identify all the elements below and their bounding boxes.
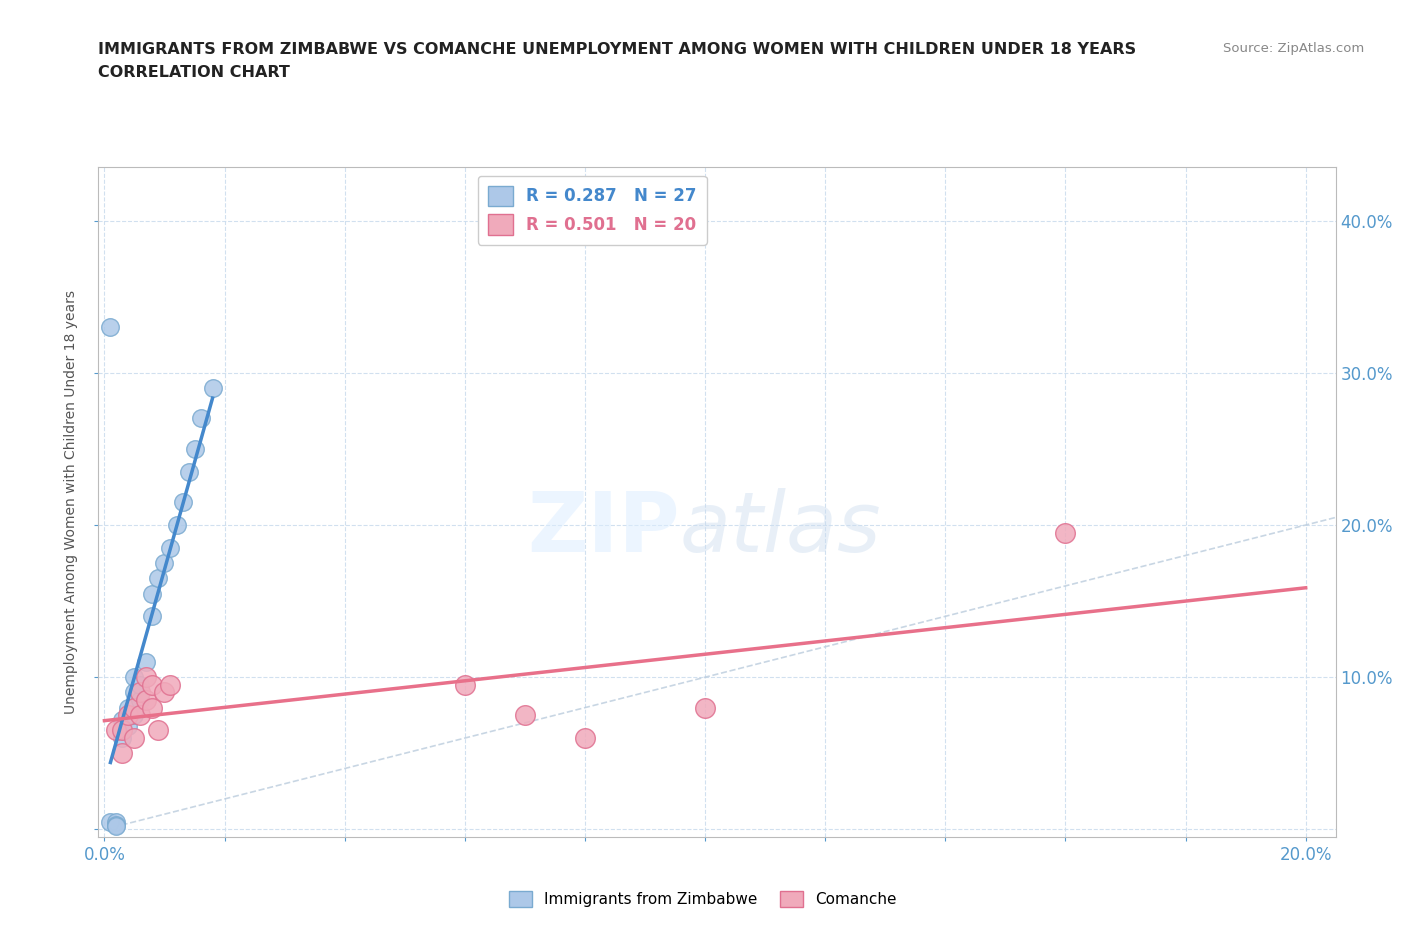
Point (148, 571, 170, 586)
Point (117, 708, 139, 723)
Text: IMMIGRANTS FROM ZIMBABWE VS COMANCHE UNEMPLOYMENT AMONG WOMEN WITH CHILDREN UNDE: IMMIGRANTS FROM ZIMBABWE VS COMANCHE UNE… (98, 42, 1136, 57)
Point (129, 685, 152, 700)
Point (177, 464, 200, 479)
Point (141, 677, 163, 692)
Point (135, 693, 157, 708)
Text: atlas: atlas (681, 488, 882, 569)
Text: CORRELATION CHART: CORRELATION CHART (98, 65, 290, 80)
Point (117, 719, 139, 734)
Point (159, 677, 181, 692)
Point (105, 815, 128, 830)
Point (141, 609, 163, 624)
Point (124, 670, 146, 684)
Point (124, 700, 146, 715)
Point (129, 693, 152, 708)
Point (105, 817, 128, 832)
Point (148, 723, 170, 737)
Point (141, 700, 163, 715)
Point (105, 819, 128, 834)
Point (129, 708, 152, 723)
Point (693, 700, 716, 715)
Point (454, 677, 477, 692)
Legend: R = 0.287   N = 27, R = 0.501   N = 20: R = 0.287 N = 27, R = 0.501 N = 20 (478, 176, 707, 245)
Point (111, 723, 134, 737)
Point (1054, 525, 1077, 540)
Y-axis label: Unemployment Among Women with Children Under 18 years: Unemployment Among Women with Children U… (65, 290, 79, 714)
Point (124, 731, 146, 746)
Point (124, 708, 146, 723)
Point (172, 495, 194, 510)
Legend: Immigrants from Zimbabwe, Comanche: Immigrants from Zimbabwe, Comanche (503, 884, 903, 913)
Point (574, 731, 596, 746)
Point (100, 320, 122, 335)
Point (111, 731, 134, 746)
Point (166, 518, 188, 533)
Point (201, 380, 224, 395)
Point (153, 685, 176, 700)
Point (190, 411, 212, 426)
Point (124, 685, 146, 700)
Point (129, 677, 152, 692)
Point (183, 442, 205, 457)
Point (135, 655, 157, 670)
Point (111, 723, 134, 737)
Text: Source: ZipAtlas.com: Source: ZipAtlas.com (1223, 42, 1364, 55)
Point (111, 746, 134, 761)
Point (153, 555, 176, 570)
Point (135, 670, 157, 684)
Point (100, 815, 122, 830)
Point (105, 723, 128, 737)
Point (117, 700, 139, 715)
Point (141, 586, 163, 601)
Point (513, 708, 536, 723)
Text: ZIP: ZIP (527, 488, 681, 569)
Point (159, 540, 181, 555)
Point (111, 712, 134, 727)
